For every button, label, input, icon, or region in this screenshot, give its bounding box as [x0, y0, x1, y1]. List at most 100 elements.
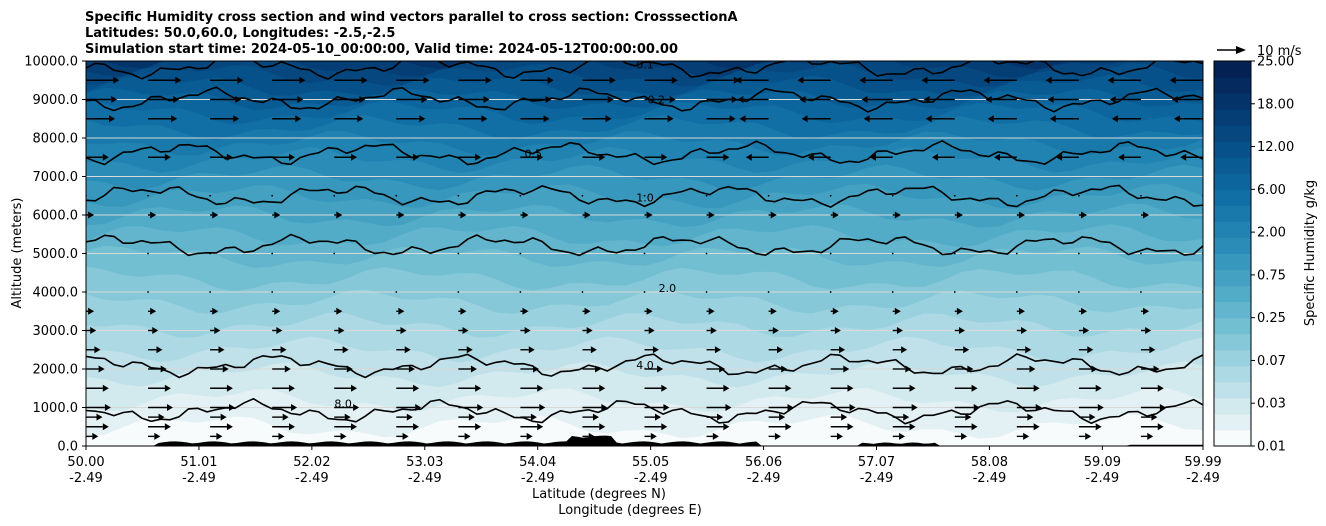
wind-vector-head: [158, 413, 165, 421]
wind-vector-head: [801, 115, 808, 123]
chart-title-line-3: Simulation start time: 2024-05-10_00:00:…: [85, 42, 678, 57]
colorbar-segment: [1214, 381, 1251, 399]
wind-vector-head: [351, 384, 358, 392]
contour-label: 0.5: [524, 147, 542, 160]
x-tick-label-lon: -2.49: [747, 471, 781, 486]
wind-vector-head: [963, 346, 970, 354]
wind-vector-head: [220, 413, 227, 421]
wind-vector-head: [481, 115, 488, 123]
wind-vector: [705, 291, 708, 293]
wind-vector-head: [522, 307, 529, 315]
wind-vector-head: [288, 384, 295, 392]
wind-vector-head: [288, 423, 295, 431]
colorbar-segment: [1214, 205, 1251, 222]
wind-vector-head: [956, 211, 963, 219]
wind-vector: [1015, 252, 1018, 255]
wind-vector-head: [299, 76, 306, 84]
wind-vector-head: [402, 432, 409, 440]
x-tick-label-lat: 54.04: [519, 455, 556, 470]
wind-vector-head: [770, 307, 777, 315]
wind-vector-head: [361, 76, 368, 84]
wind-vector-head: [1080, 307, 1087, 315]
wind-vector-head: [971, 384, 978, 392]
wind-vector-head: [413, 423, 420, 431]
y-axis-label: Altitude (meters): [10, 198, 25, 309]
wind-vector-head: [359, 96, 366, 103]
wind-vector-head: [98, 365, 105, 373]
wind-vector-head: [537, 384, 544, 392]
wind-vector-head: [971, 423, 978, 431]
wind-vector: [1140, 252, 1142, 255]
wind-vector-head: [1205, 308, 1211, 315]
wind-vector-head: [729, 115, 736, 123]
x-tick-label-lon: -2.49: [1186, 471, 1220, 486]
wind-vector: [1140, 194, 1142, 197]
wind-vector-head: [229, 404, 236, 411]
wind-vector: [1015, 194, 1018, 197]
wind-vector-head: [346, 365, 353, 373]
wind-vector-head: [1087, 346, 1094, 354]
wind-vector-head: [532, 365, 539, 373]
wind-vector-head: [836, 432, 843, 440]
wind-vector: [1140, 291, 1142, 293]
wind-vector-head: [663, 404, 670, 411]
wind-vector-head: [351, 153, 358, 161]
wind-vector-head: [1089, 413, 1096, 421]
wind-vector-head: [723, 384, 730, 392]
wind-vector-head: [894, 211, 901, 219]
y-tick-label: 9000.0: [33, 93, 79, 108]
wind-vector: [271, 194, 274, 197]
y-tick-label: 6000.0: [33, 209, 79, 224]
wind-vector-head: [543, 115, 550, 123]
wind-vector: [333, 291, 336, 293]
wind-vector-head: [398, 211, 405, 219]
contour-label: 8.0: [334, 398, 352, 411]
wind-vector-head: [284, 365, 291, 373]
wind-vector-head: [102, 384, 109, 392]
wind-vector: [1077, 252, 1080, 255]
wind-vector-head: [650, 432, 657, 440]
wind-vector-head: [342, 346, 349, 354]
wind-vector-head: [109, 115, 116, 123]
wind-key-arrowhead: [1236, 46, 1246, 54]
wind-vector: [581, 252, 584, 255]
wind-vector-head: [404, 346, 411, 354]
wind-vector-head: [601, 404, 608, 411]
colorbar-segment: [1214, 93, 1251, 110]
wind-vector: [147, 194, 149, 197]
wind-vector-head: [1047, 96, 1054, 103]
wind-vector-head: [588, 432, 595, 440]
plot-area: [86, 61, 1211, 446]
wind-vector-head: [1107, 76, 1114, 84]
colorbar-segment: [1214, 157, 1251, 174]
wind-vector-head: [785, 423, 792, 431]
wind-vector-head: [483, 96, 490, 103]
wind-vector-head: [779, 413, 786, 421]
wind-vector-head: [400, 327, 407, 334]
x-axis-label-latitude: Latitude (degrees N): [532, 487, 666, 502]
wind-vector-head: [408, 365, 415, 373]
x-tick-label-lon: -2.49: [69, 471, 103, 486]
wind-vector-head: [925, 115, 932, 123]
wind-vector-head: [987, 115, 994, 123]
y-tick-label: 4000.0: [33, 286, 79, 301]
wind-vector-head: [985, 96, 992, 103]
wind-vector-head: [774, 432, 781, 440]
wind-vector-head: [731, 96, 738, 103]
y-tick-label: 10000.0: [24, 55, 78, 70]
wind-vector-head: [1157, 423, 1164, 431]
wind-vector-head: [235, 96, 242, 103]
colorbar-segment: [1214, 253, 1251, 271]
wind-vector-head: [423, 76, 430, 84]
wind-vector-head: [164, 384, 171, 392]
wind-vector-head: [537, 153, 544, 161]
wind-vector-head: [849, 404, 856, 411]
wind-vector-head: [470, 365, 477, 373]
x-tick-label-lon: -2.49: [408, 471, 442, 486]
wind-vector-head: [340, 432, 347, 440]
wind-vector-head: [530, 413, 537, 421]
wind-vector: [705, 252, 708, 255]
wind-vector-head: [226, 384, 233, 392]
wind-vector-head: [164, 423, 171, 431]
wind-vector-head: [278, 432, 285, 440]
